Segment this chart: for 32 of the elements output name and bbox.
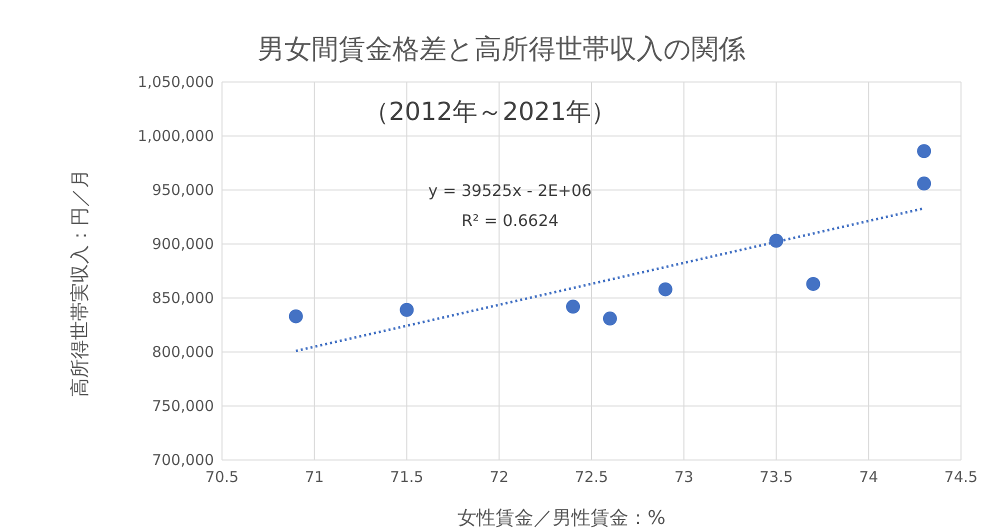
chart-title: 男女間賃金格差と高所得世帯収入の関係 [258, 34, 746, 65]
point [400, 302, 414, 317]
point [566, 300, 580, 314]
y-tick-label: 750,000 [152, 397, 214, 415]
point [658, 282, 672, 296]
y-tick-label: 1,050,000 [138, 73, 214, 91]
text: （2012年～2021年） [364, 97, 616, 126]
y-tick-label: 800,000 [152, 343, 214, 361]
x-axis-title: 女性賃金／男性賃金：% [457, 507, 666, 529]
x-tick-label: 73 [674, 468, 694, 486]
x-tick-label: 70.5 [205, 468, 239, 486]
x-tick-label: 73.5 [760, 468, 793, 486]
point [769, 234, 784, 248]
x-tick-label: 71 [304, 468, 324, 486]
x-tick-label: 74 [859, 468, 878, 486]
y-axis-title: 高所得世帯実収入：円／月 [69, 169, 91, 397]
point [917, 144, 932, 158]
annotation: y = 39525x - 2E+06 [428, 181, 592, 200]
y-tick-label: 700,000 [152, 451, 214, 469]
annotation: R² = 0.6624 [461, 211, 559, 230]
x-tick-label: 74.5 [944, 468, 978, 486]
point [917, 176, 932, 191]
y-tick-label: 850,000 [152, 289, 214, 307]
x-tick-label: 71.5 [390, 468, 424, 486]
x-tick-label: 72 [490, 468, 509, 486]
point [288, 309, 303, 324]
x-tick-label: 72.5 [574, 468, 608, 486]
point [602, 312, 617, 326]
y-tick-label: 1,000,000 [138, 127, 214, 145]
y-tick-label: 950,000 [152, 181, 214, 199]
point [806, 276, 820, 291]
y-tick-label: 900,000 [152, 235, 214, 253]
